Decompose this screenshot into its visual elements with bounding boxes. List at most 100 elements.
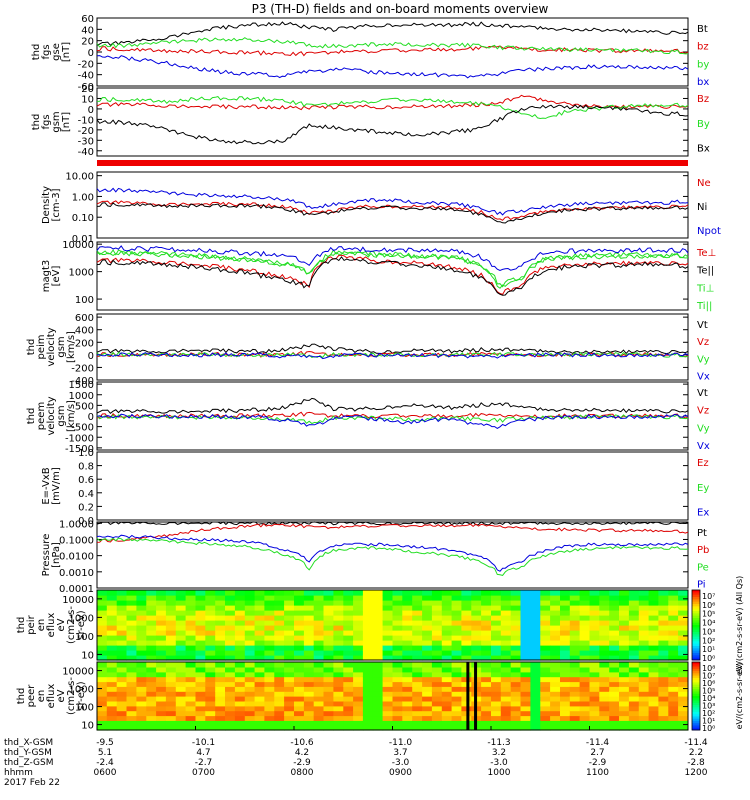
colorbar-segment — [692, 709, 700, 713]
spectrogram-cell — [303, 696, 315, 702]
spectrogram-cell — [599, 710, 610, 717]
spectrogram-cell — [116, 620, 128, 626]
spectrogram-cell — [382, 600, 393, 606]
spectrogram-cell — [628, 676, 640, 683]
spectrogram-cell — [422, 710, 433, 717]
spectrogram-cell — [402, 640, 413, 646]
y-axis-label: [nT] — [61, 112, 72, 132]
spectrogram-cell — [638, 645, 650, 651]
spectrogram-cell — [431, 681, 443, 687]
spectrogram-cell — [165, 715, 177, 721]
spectrogram-cell — [668, 635, 679, 641]
spectrogram-cell — [599, 676, 610, 683]
spectrogram-cell — [451, 590, 462, 596]
spectrogram-cell — [264, 686, 275, 692]
spectrogram-cell — [638, 715, 650, 721]
colorbar-tick: 10⁵ — [702, 610, 715, 619]
spectrogram-cell — [599, 640, 610, 646]
legend-label: By — [697, 119, 710, 130]
spectrogram-cell — [294, 600, 305, 606]
spectrogram-cell — [244, 681, 256, 687]
spectrogram-cell — [372, 640, 384, 646]
spectrogram-cell — [638, 600, 650, 606]
y-tick-label: 1.0000 — [59, 519, 94, 530]
series-line-bx — [96, 55, 689, 79]
spectrogram-cell — [175, 700, 187, 707]
spectrogram-cell — [520, 640, 531, 646]
spectrogram-cell — [619, 590, 630, 596]
colorbar-tick: 10⁶ — [702, 679, 715, 688]
spectrogram-cell — [323, 710, 334, 717]
spectrogram-cell — [185, 696, 196, 702]
spectrogram-cell — [116, 650, 128, 656]
spectrogram-cell — [205, 590, 216, 596]
spectrogram-cell — [313, 590, 325, 596]
spectrogram-cell — [185, 715, 196, 721]
spectrogram-cell — [491, 605, 502, 611]
spectrogram-cell — [658, 605, 669, 611]
spectrogram-cell — [402, 705, 413, 712]
spectrogram-cell — [481, 650, 492, 656]
spectrogram-cell — [500, 705, 512, 712]
spectrogram-cell — [234, 605, 246, 611]
spectrogram-cell — [491, 691, 502, 697]
spectrogram-cell — [382, 590, 393, 596]
spectrogram-cell — [244, 715, 256, 721]
spectrogram-cell — [195, 615, 206, 621]
spectrogram-cell — [362, 645, 374, 651]
colorbar-segment — [692, 606, 700, 610]
spectrogram-cell — [225, 595, 236, 601]
spectrogram-cell — [264, 635, 275, 641]
spectrogram-cell — [264, 720, 275, 726]
spectrogram-cell — [264, 705, 275, 712]
spectrogram-cell — [156, 640, 167, 646]
y-tick-label: 10000 — [62, 667, 94, 678]
spectrogram-cell — [392, 610, 403, 616]
spectrogram-cell — [658, 615, 669, 621]
spectrogram-cell — [254, 681, 265, 687]
spectrogram-cell — [589, 705, 600, 712]
y-tick-label: 1000 — [69, 268, 94, 279]
spectrogram-cell — [343, 710, 354, 717]
series-line-bz — [96, 94, 689, 111]
colorbar-segment — [692, 671, 700, 674]
spectrogram-cell — [254, 725, 265, 731]
spectrogram-cell — [648, 600, 659, 606]
spectrogram-cell — [234, 681, 246, 687]
spectrogram-cell — [431, 650, 443, 656]
colorbar-segment — [692, 615, 700, 619]
spectrogram-cell — [106, 635, 118, 641]
spectrogram-cell — [431, 645, 443, 651]
spectrogram-cell — [382, 715, 393, 721]
spectrogram-cell — [185, 676, 196, 683]
spectrogram-cell — [471, 645, 482, 651]
spectrogram-cell — [609, 595, 620, 601]
spectrogram-cell — [234, 600, 246, 606]
y-tick-label: 0.01 — [72, 234, 94, 245]
spectrogram-cell — [402, 650, 413, 656]
spectrogram-cell — [471, 655, 482, 661]
spectrogram-cell — [500, 710, 512, 717]
spectrogram-cell — [412, 696, 423, 702]
spectrogram-cell — [569, 681, 581, 687]
spectrogram-cell — [362, 676, 374, 683]
series-line-tiblue — [96, 245, 689, 272]
spectrogram-cell — [353, 615, 364, 621]
colorbar-tick: 10² — [702, 709, 715, 718]
spectrogram-cell — [264, 691, 275, 697]
spectrogram-cell — [402, 620, 413, 626]
spectrogram-cell — [97, 605, 108, 611]
spectrogram-cell — [185, 700, 196, 707]
spectrogram-cell — [343, 590, 354, 596]
spectrogram-cell — [609, 715, 620, 721]
spectrogram-cell — [481, 676, 492, 683]
spectrogram-cell — [175, 650, 187, 656]
spectrogram-cell — [254, 666, 265, 673]
spectrogram-cell — [678, 710, 689, 717]
spectrogram-cell — [225, 600, 236, 606]
spectrogram-cell — [205, 645, 216, 651]
spectrogram-cell — [648, 595, 659, 601]
spectrogram-cell — [205, 681, 216, 687]
spectrogram-cell — [628, 615, 640, 621]
spectrogram-cell — [412, 620, 423, 626]
